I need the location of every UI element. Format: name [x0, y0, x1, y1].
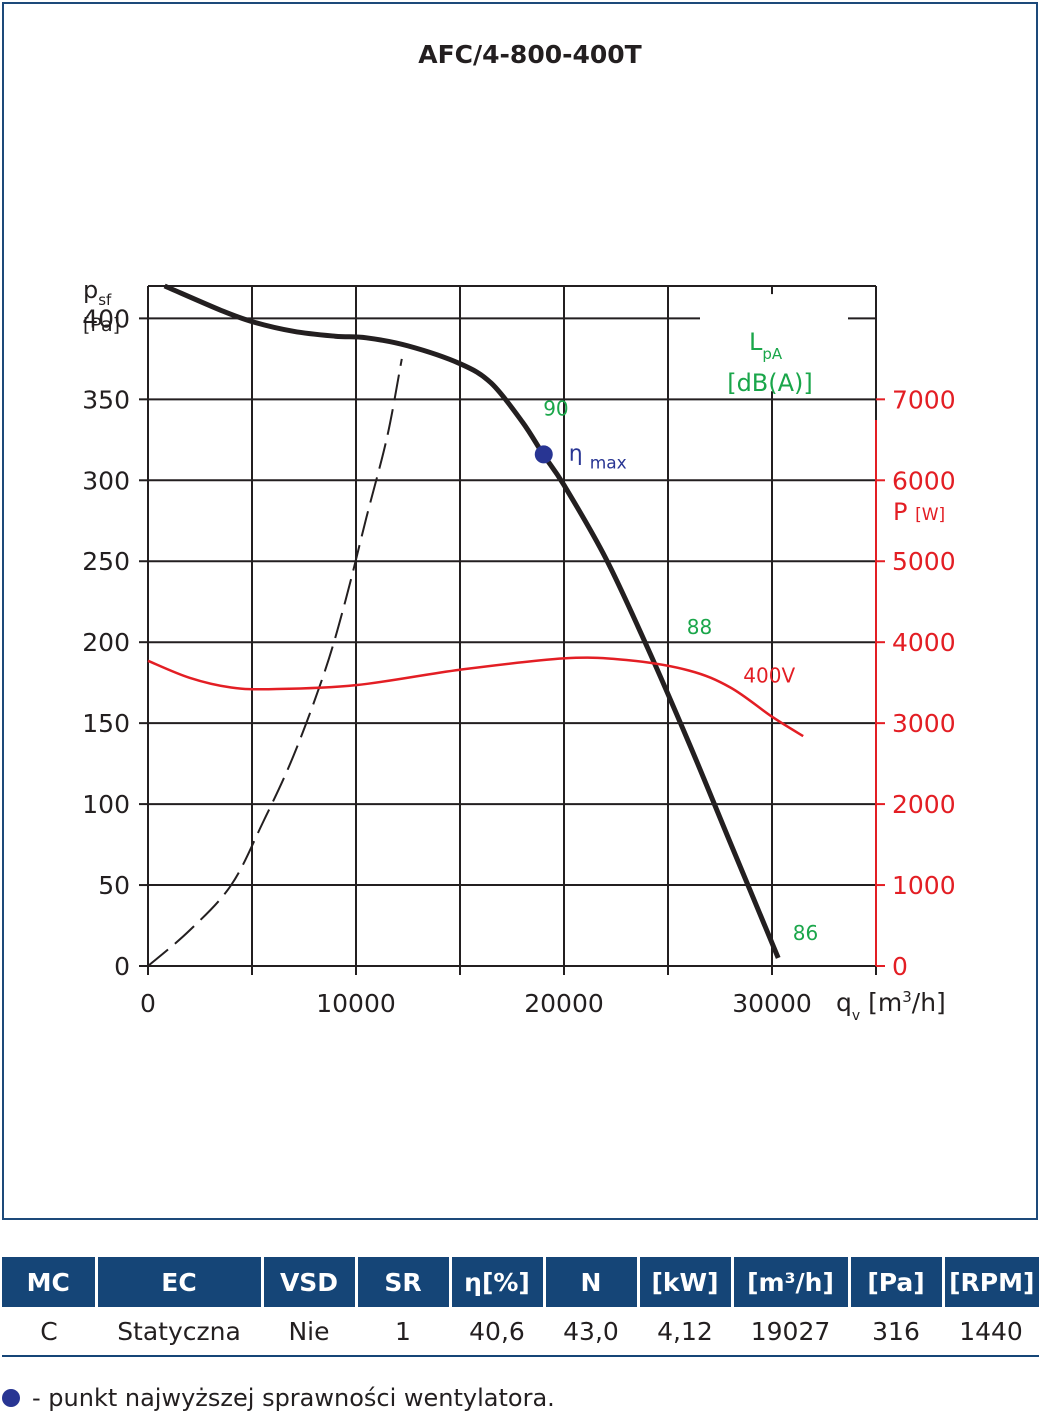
- chart-frame: [2, 2, 1038, 1220]
- x-axis-label: qv [m3/h]: [836, 988, 946, 1024]
- series-power-line: [147, 656, 804, 738]
- y2-tick-label: 5000: [892, 547, 956, 576]
- cell-airflow: 19027: [732, 1307, 849, 1357]
- cell-mc: C: [2, 1307, 96, 1357]
- header-pressure: [Pa]: [847, 1257, 943, 1307]
- spec-table: MC EC VSD SR η[%] N [kW] [m³/h] [Pa] [RP…: [2, 1257, 1039, 1357]
- footnote-text: - punkt najwyższej sprawności wentylator…: [32, 1384, 555, 1412]
- cell-rpm: 1440: [943, 1307, 1039, 1357]
- noise-axis-label: LpA: [749, 328, 783, 363]
- y-tick-label: 250: [82, 547, 130, 576]
- spec-table-header-row: MC EC VSD SR η[%] N [kW] [m³/h] [Pa] [RP…: [2, 1257, 1039, 1307]
- y-tick-label: 150: [82, 709, 130, 738]
- y2-tick-label: 7000: [892, 385, 956, 414]
- header-efficiency: η[%]: [448, 1257, 544, 1307]
- noise-level-label: 88: [687, 615, 712, 639]
- y-tick-label: 350: [82, 385, 130, 414]
- y-tick-label: 100: [82, 790, 130, 819]
- y-tick-label: 300: [82, 466, 130, 495]
- y2-tick-label: 3000: [892, 709, 956, 738]
- y2-tick-label: 6000: [892, 466, 956, 495]
- y-tick-label: 200: [82, 628, 130, 657]
- cell-sr: 1: [356, 1307, 450, 1357]
- header-n: N: [542, 1257, 638, 1307]
- x-tick-label: 10000: [316, 989, 396, 1018]
- header-sr: SR: [354, 1257, 450, 1307]
- footnote: - punkt najwyższej sprawności wentylator…: [2, 1384, 555, 1412]
- y2-tick-label: 0: [892, 952, 908, 981]
- table-row: C Statyczna Nie 1 40,6 43,0 4,12 19027 3…: [2, 1307, 1039, 1357]
- cell-vsd: Nie: [262, 1307, 356, 1357]
- cell-pressure: 316: [849, 1307, 943, 1357]
- cell-efficiency: 40,6: [450, 1307, 544, 1357]
- header-airflow: [m³/h]: [730, 1257, 849, 1307]
- y2-tick-label: 2000: [892, 790, 956, 819]
- header-power: [kW]: [636, 1257, 732, 1307]
- series-pressure-line: [163, 283, 781, 959]
- chart-title: AFC/4-800-400T: [418, 40, 641, 69]
- cell-power: 4,12: [638, 1307, 732, 1357]
- eta-max-dot-icon: [2, 1389, 20, 1407]
- y2-axis-label: P [W]: [893, 498, 945, 526]
- header-mc: MC: [2, 1257, 96, 1307]
- y-axis-unit: [Pa]: [83, 314, 120, 336]
- x-tick-label: 0: [140, 989, 156, 1018]
- header-vsd: VSD: [260, 1257, 356, 1307]
- y-tick-label: 0: [114, 952, 130, 981]
- header-rpm: [RPM]: [941, 1257, 1039, 1307]
- y-tick-label: 50: [98, 871, 130, 900]
- y2-tick-label: 4000: [892, 628, 956, 657]
- x-tick-label: 20000: [524, 989, 604, 1018]
- header-ec: EC: [94, 1257, 262, 1307]
- noise-level-label: 90: [543, 397, 568, 421]
- eta-max-label: η max: [569, 441, 627, 473]
- series-power-label: 400V: [743, 664, 795, 688]
- cell-ec: Statyczna: [96, 1307, 262, 1357]
- y-axis-label: psf: [83, 276, 112, 309]
- cell-n: 43,0: [544, 1307, 638, 1357]
- y-tick-label: 400: [82, 304, 130, 333]
- eta-max-point: [534, 445, 553, 464]
- series-system-line: [147, 358, 403, 967]
- noise-axis-unit: [dB(A)]: [727, 369, 813, 397]
- noise-level-label: 86: [793, 921, 818, 945]
- x-tick-label: 30000: [732, 989, 812, 1018]
- y2-tick-label: 1000: [892, 871, 956, 900]
